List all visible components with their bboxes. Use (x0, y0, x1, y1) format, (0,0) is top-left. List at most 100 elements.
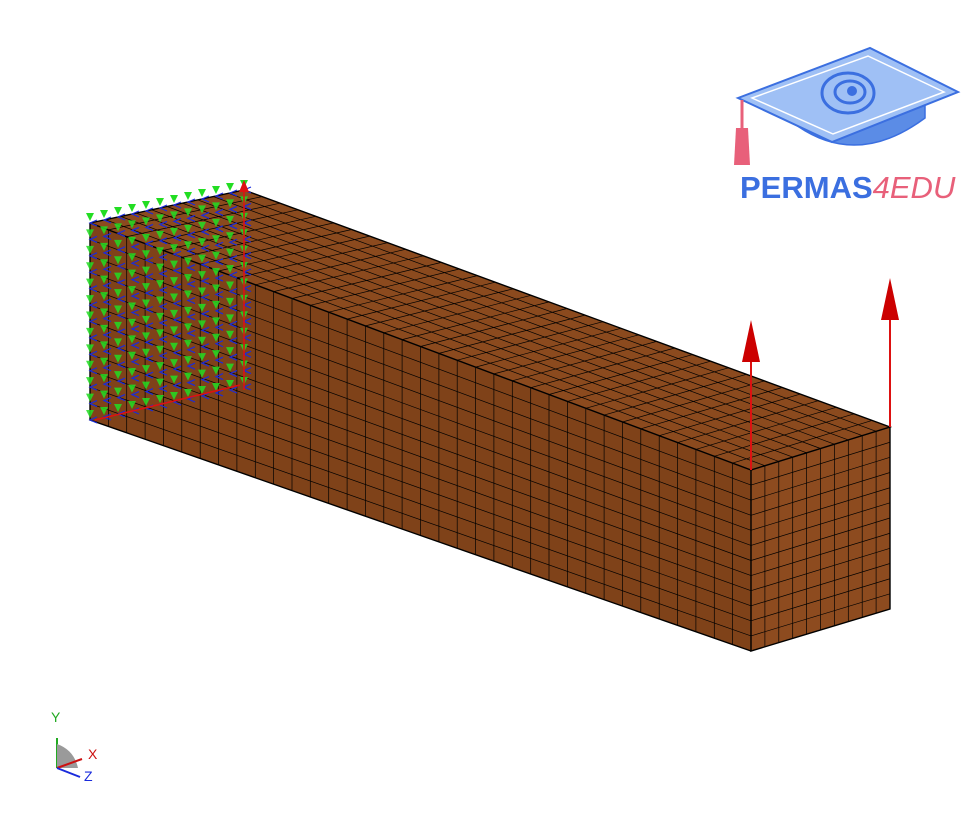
bc-z-symbol (186, 313, 196, 321)
bc-z-symbol (130, 391, 140, 399)
bc-z-symbol (116, 328, 126, 336)
bc-z-symbol (214, 340, 224, 348)
bc-y-symbol (198, 336, 206, 345)
bc-z-symbol (130, 358, 140, 366)
bc-y-symbol (212, 218, 220, 227)
bc-y-symbol (212, 235, 220, 244)
bc-y-symbol (198, 386, 206, 394)
bc-y-symbol (212, 284, 220, 293)
bc-z-symbol (228, 238, 238, 246)
bc-y-symbol (114, 239, 122, 248)
bc-z-symbol (116, 213, 126, 221)
bc-y-symbol (184, 339, 192, 348)
bc-z-symbol (228, 304, 238, 312)
bc-y-symbol (100, 308, 108, 317)
bc-z-symbol (214, 290, 224, 299)
bc-y-symbol (184, 257, 192, 266)
permas4edu-logo: PERMAS4EDU (734, 46, 961, 205)
bc-z-symbol (214, 258, 224, 266)
logo-brand-suffix: 4EDU (873, 170, 956, 205)
bc-z-symbol (102, 298, 112, 306)
bc-y-symbol (114, 321, 122, 330)
bc-y-symbol (114, 289, 122, 298)
bc-y-symbol (100, 374, 108, 383)
bc-z-symbol (158, 335, 168, 343)
bc-z-symbol (88, 367, 98, 375)
bc-y-symbol (100, 407, 108, 415)
axis-z-label: Z (84, 768, 93, 784)
bc-y-symbol (114, 404, 122, 412)
bc-y-symbol (170, 293, 178, 302)
bc-y-symbol (114, 338, 122, 347)
bc-z-symbol (158, 319, 168, 327)
bc-z-symbol (102, 265, 112, 273)
bc-y-symbol (128, 253, 136, 262)
bc-y-symbol (142, 266, 150, 275)
logo-brand-main: PERMAS (740, 170, 873, 205)
bc-z-symbol (172, 283, 182, 291)
bc-z-symbol (116, 262, 126, 270)
bc-z-symbol (144, 289, 154, 297)
bc-y-symbol (198, 271, 206, 280)
bc-y-symbol (86, 295, 94, 304)
bc-z-symbol (102, 216, 112, 224)
bc-z-symbol (144, 305, 154, 314)
bc-z-symbol (130, 276, 140, 284)
bc-y-symbol (184, 208, 192, 217)
bc-z-symbol (186, 247, 196, 255)
bc-y-symbol (100, 357, 108, 366)
bc-z-symbol (102, 249, 112, 257)
bc-y-symbol (142, 283, 150, 292)
bc-y-symbol (212, 251, 220, 260)
bc-z-symbol (102, 397, 112, 405)
bc-y-symbol (114, 256, 122, 265)
bc-z-symbol (102, 364, 112, 372)
force-arrow (742, 320, 760, 470)
bc-y-symbol (212, 186, 220, 194)
bc-y-symbol (100, 275, 108, 284)
bc-z-symbol (200, 310, 210, 318)
bc-y-symbol (212, 300, 220, 309)
bc-y-symbol (114, 305, 122, 314)
bc-z-symbol (186, 296, 196, 305)
bc-y-symbol (170, 342, 178, 351)
axis-x-icon (56, 758, 83, 769)
bc-y-symbol (100, 292, 108, 301)
bc-z-symbol (144, 338, 154, 346)
bc-y-symbol (184, 224, 192, 233)
bc-z-symbol (116, 394, 126, 402)
bc-y-symbol (100, 341, 108, 350)
boundary-condition-symbols (86, 180, 252, 424)
bc-z-symbol (116, 246, 126, 254)
axis-x-label: X (88, 746, 98, 762)
bc-z-symbol (102, 380, 112, 388)
bc-y-symbol (226, 297, 234, 306)
bc-y-symbol (198, 287, 206, 296)
bc-z-symbol (228, 320, 238, 328)
bc-y-symbol (170, 309, 178, 318)
bc-z-symbol (172, 316, 182, 324)
bc-y-symbol (226, 232, 234, 241)
bc-z-symbol (130, 341, 140, 349)
bc-z-symbol (158, 352, 168, 360)
bc-y-symbol (128, 335, 136, 344)
bc-z-symbol (214, 208, 224, 216)
bc-y-symbol (198, 205, 206, 214)
bc-y-symbol (142, 233, 150, 242)
bc-y-symbol (226, 281, 234, 290)
bc-y-symbol (156, 230, 164, 239)
bc-y-symbol (100, 210, 108, 218)
bc-y-symbol (156, 296, 164, 305)
axis-triad[interactable]: Y X Z (51, 709, 98, 784)
bc-y-symbol (128, 302, 136, 311)
bc-y-symbol (156, 329, 164, 338)
bc-y-symbol (184, 241, 192, 250)
bc-y-symbol (142, 398, 150, 406)
bc-z-symbol (200, 244, 210, 252)
bc-y-symbol (86, 360, 94, 369)
bc-z-symbol (186, 346, 196, 354)
bc-y-symbol (198, 189, 206, 197)
bc-y-symbol (156, 395, 164, 403)
bc-y-symbol (212, 333, 220, 342)
